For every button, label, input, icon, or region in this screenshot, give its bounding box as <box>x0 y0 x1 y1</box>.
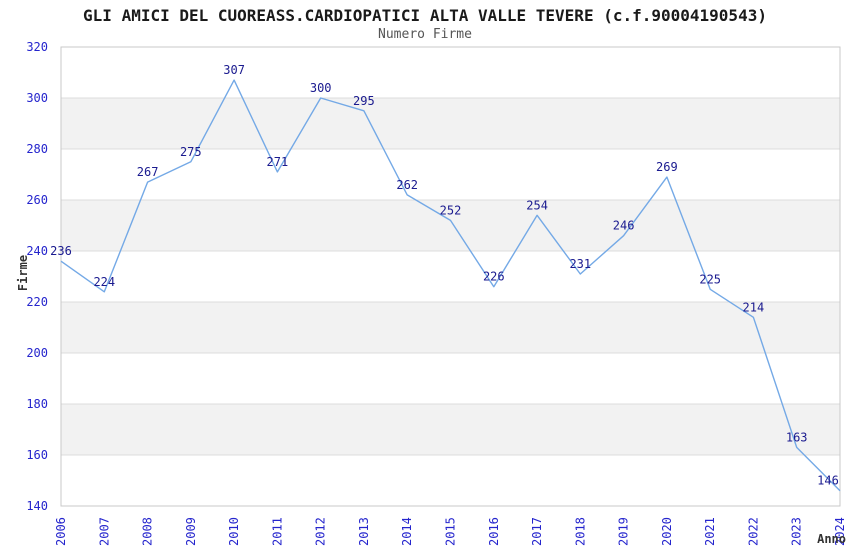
data-point-label: 236 <box>50 244 72 258</box>
x-tick-label: 2009 <box>184 517 198 546</box>
data-point-label: 295 <box>353 94 375 108</box>
y-tick-label: 300 <box>26 91 48 105</box>
y-tick-label: 160 <box>26 448 48 462</box>
x-tick-label: 2024 <box>833 517 847 546</box>
x-tick-label: 2007 <box>97 517 111 546</box>
data-point-label: 275 <box>180 145 202 159</box>
series-line <box>60 79 841 492</box>
data-point-label: 254 <box>526 198 548 212</box>
x-tick-label: 2023 <box>790 517 804 546</box>
x-tick-label: 2019 <box>617 517 631 546</box>
y-tick-label: 180 <box>26 397 48 411</box>
plot-band <box>61 404 840 455</box>
chart-subtitle: Numero Firme <box>378 27 472 42</box>
y-tick-label: 200 <box>26 346 48 360</box>
x-tick-label: 2013 <box>357 517 371 546</box>
x-tick-label: 2008 <box>141 517 155 546</box>
data-point-label: 226 <box>483 270 505 284</box>
x-tick-label: 2022 <box>746 517 760 546</box>
y-tick-label: 260 <box>26 193 48 207</box>
data-point-label: 224 <box>93 275 115 289</box>
data-point-label: 269 <box>656 160 678 174</box>
data-point-label: 231 <box>569 257 591 271</box>
data-point-label: 146 <box>817 474 839 488</box>
data-point-label: 214 <box>743 300 765 314</box>
x-tick-label: 2018 <box>573 517 587 546</box>
y-tick-label: 320 <box>26 40 48 54</box>
x-tick-label: 2010 <box>227 517 241 546</box>
x-tick-label: 2015 <box>444 517 458 546</box>
plot-band <box>61 98 840 149</box>
data-point-label: 307 <box>223 63 245 77</box>
plot-border <box>60 46 841 507</box>
x-tick-label: 2014 <box>400 517 414 546</box>
x-tick-label: 2021 <box>703 517 717 546</box>
data-point-label: 300 <box>310 81 332 95</box>
plot-band <box>61 200 840 251</box>
x-tick-label: 2016 <box>487 517 501 546</box>
chart-title: GLI AMICI DEL CUOREASS.CARDIOPATICI ALTA… <box>83 6 767 25</box>
data-point-label: 262 <box>396 178 418 192</box>
y-tick-label: 280 <box>26 142 48 156</box>
x-tick-label: 2011 <box>270 517 284 546</box>
x-tick-label: 2017 <box>530 517 544 546</box>
data-point-label: 163 <box>786 430 808 444</box>
data-point-label: 271 <box>267 155 289 169</box>
data-point-label: 225 <box>699 272 721 286</box>
data-point-label: 267 <box>137 165 159 179</box>
x-tick-label: 2006 <box>54 517 68 546</box>
y-tick-label: 220 <box>26 295 48 309</box>
x-tick-label: 2012 <box>314 517 328 546</box>
y-tick-label: 240 <box>26 244 48 258</box>
y-axis-title: Firme <box>16 255 30 291</box>
data-point-label: 252 <box>440 203 462 217</box>
plot-band <box>61 302 840 353</box>
x-axis-title: Anno <box>817 532 846 546</box>
data-point-label: 246 <box>613 219 635 233</box>
x-tick-label: 2020 <box>660 517 674 546</box>
y-tick-label: 140 <box>26 499 48 513</box>
